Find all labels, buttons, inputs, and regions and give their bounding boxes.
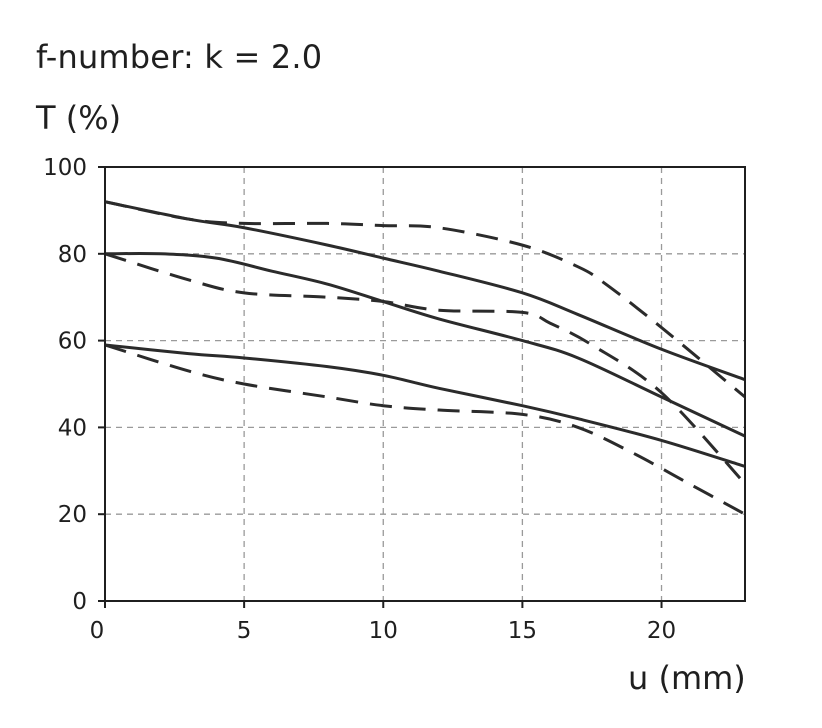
y-tick-label: 0	[72, 589, 87, 615]
series-line-5-solid	[104, 343, 746, 468]
series-line-2-dashed	[104, 200, 746, 399]
chart-title: f-number: k = 2.0	[36, 38, 323, 76]
y-axis-label: T (%)	[36, 99, 122, 137]
y-tick-label: 100	[43, 155, 87, 181]
series-line-3-solid	[104, 251, 746, 438]
x-tick-label: 5	[237, 618, 252, 644]
x-tick-label: 15	[508, 618, 537, 644]
series-line-6-dashed	[104, 343, 746, 516]
y-tick-label: 80	[58, 242, 87, 268]
series-lines	[104, 200, 747, 516]
axis-ticks: 0 5 10 15 20 0 20 40 60 80 100	[43, 155, 676, 644]
plot-frame	[104, 166, 746, 602]
y-tick-label: 20	[58, 502, 87, 528]
x-tick-label: 0	[90, 618, 105, 644]
x-axis-label: u (mm)	[628, 659, 746, 697]
y-tick-label: 40	[58, 415, 87, 441]
x-tick-label: 10	[369, 618, 398, 644]
series-line-4-dashed	[104, 252, 747, 485]
series-line-1-solid	[104, 200, 746, 382]
y-tick-label: 60	[58, 329, 87, 355]
x-tick-label: 20	[647, 618, 676, 644]
